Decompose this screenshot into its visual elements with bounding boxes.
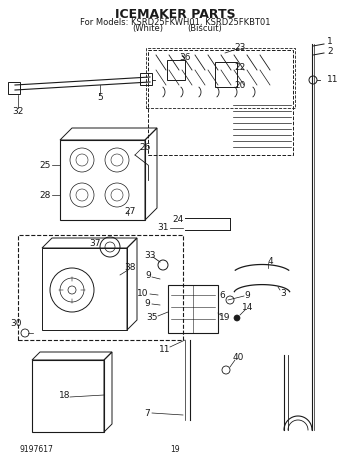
Text: 24: 24 — [172, 214, 184, 224]
Text: 9197617: 9197617 — [20, 446, 54, 454]
Text: 22: 22 — [234, 64, 246, 72]
Text: 6: 6 — [219, 290, 225, 300]
Text: 38: 38 — [124, 263, 136, 273]
Bar — [167, 60, 185, 80]
Text: 23: 23 — [234, 43, 246, 51]
Bar — [148, 50, 293, 155]
Bar — [215, 62, 237, 87]
Text: 14: 14 — [242, 304, 254, 312]
Text: 1: 1 — [327, 38, 333, 47]
Text: 25: 25 — [39, 160, 51, 169]
Text: 3: 3 — [280, 289, 286, 298]
Text: 32: 32 — [12, 108, 24, 116]
Text: 40: 40 — [232, 354, 244, 362]
Circle shape — [234, 315, 240, 321]
Text: 33: 33 — [144, 251, 156, 260]
Text: 19: 19 — [170, 446, 180, 454]
Text: 11: 11 — [327, 76, 338, 84]
Text: (Biscuit): (Biscuit) — [188, 24, 222, 33]
Bar — [60, 140, 145, 220]
Text: 35: 35 — [146, 313, 158, 322]
Bar — [8, 82, 20, 94]
Text: 18: 18 — [59, 391, 71, 399]
Text: 9: 9 — [145, 272, 151, 280]
Text: For Models: KSRD25FKWH01, KSRD25FKBT01: For Models: KSRD25FKWH01, KSRD25FKBT01 — [80, 17, 270, 27]
Text: 26: 26 — [139, 142, 151, 152]
Text: (White): (White) — [133, 24, 163, 33]
Bar — [18, 235, 183, 340]
Bar — [32, 360, 104, 432]
Text: 2: 2 — [327, 47, 332, 55]
Text: 30: 30 — [10, 318, 21, 327]
Text: 11: 11 — [159, 345, 171, 354]
Text: 28: 28 — [39, 191, 51, 200]
Text: 7: 7 — [144, 409, 150, 418]
Text: 20: 20 — [234, 81, 246, 89]
Text: 31: 31 — [157, 224, 169, 233]
Bar — [140, 73, 152, 85]
Text: 37: 37 — [89, 239, 101, 247]
Text: 4: 4 — [267, 256, 273, 266]
Text: 36: 36 — [179, 54, 191, 62]
Bar — [146, 48, 295, 108]
Bar — [168, 285, 218, 333]
Text: 27: 27 — [124, 207, 136, 217]
Text: 5: 5 — [97, 93, 103, 102]
Text: 19: 19 — [219, 313, 231, 322]
Text: ICEMAKER PARTS: ICEMAKER PARTS — [115, 7, 235, 21]
Text: 9: 9 — [244, 290, 250, 300]
Text: 9: 9 — [144, 299, 150, 307]
Bar — [42, 248, 127, 330]
Text: 10: 10 — [137, 289, 149, 298]
